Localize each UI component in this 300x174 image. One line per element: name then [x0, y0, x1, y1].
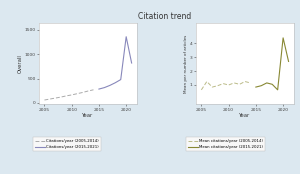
X-axis label: Year: Year [239, 113, 250, 118]
X-axis label: Year: Year [82, 113, 94, 118]
Text: Citation trend: Citation trend [138, 12, 192, 21]
Y-axis label: Overall: Overall [17, 54, 22, 73]
Legend: Citations/year (2005-2014), Citations/year (2015-2021): Citations/year (2005-2014), Citations/ye… [33, 137, 101, 151]
Y-axis label: Mean per number of articles: Mean per number of articles [184, 34, 188, 93]
Legend: Mean citations/year (2005-2014), Mean citations/year (2015-2021): Mean citations/year (2005-2014), Mean ci… [186, 137, 265, 151]
